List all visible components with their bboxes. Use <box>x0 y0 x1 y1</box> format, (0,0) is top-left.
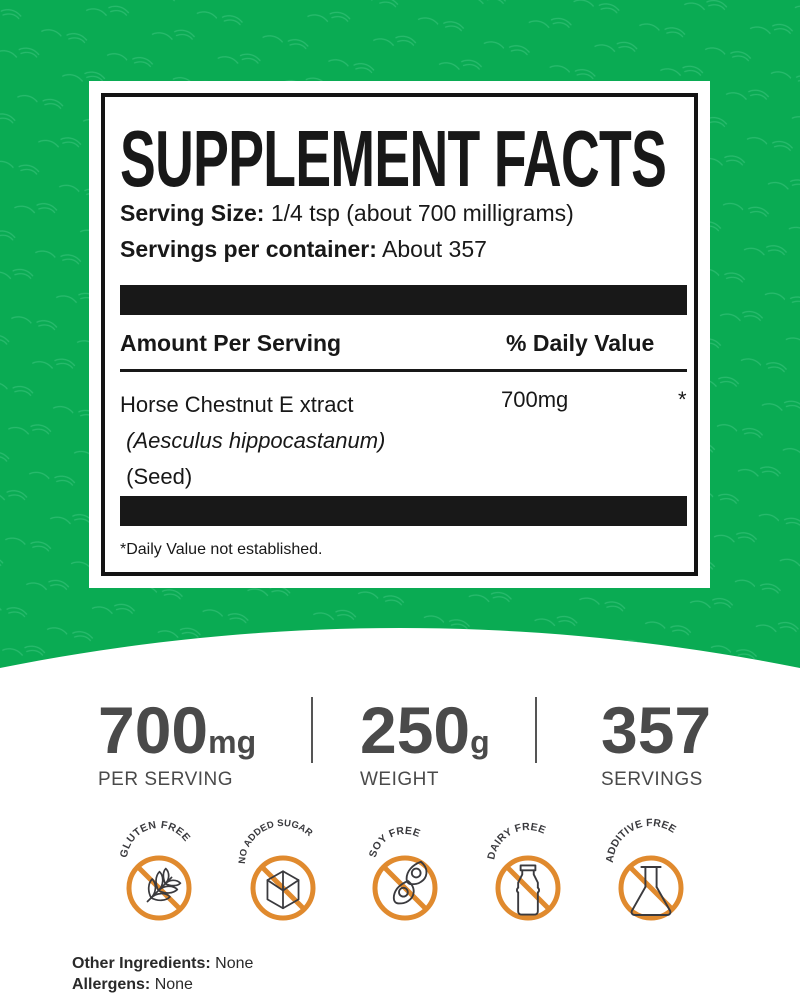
svg-text:SOY FREE: SOY FREE <box>367 825 422 859</box>
svg-text:ADDITIVE FREE: ADDITIVE FREE <box>604 817 678 864</box>
svg-text:GLUTEN FREE: GLUTEN FREE <box>118 819 193 859</box>
svg-text:DAIRY FREE: DAIRY FREE <box>485 821 547 861</box>
